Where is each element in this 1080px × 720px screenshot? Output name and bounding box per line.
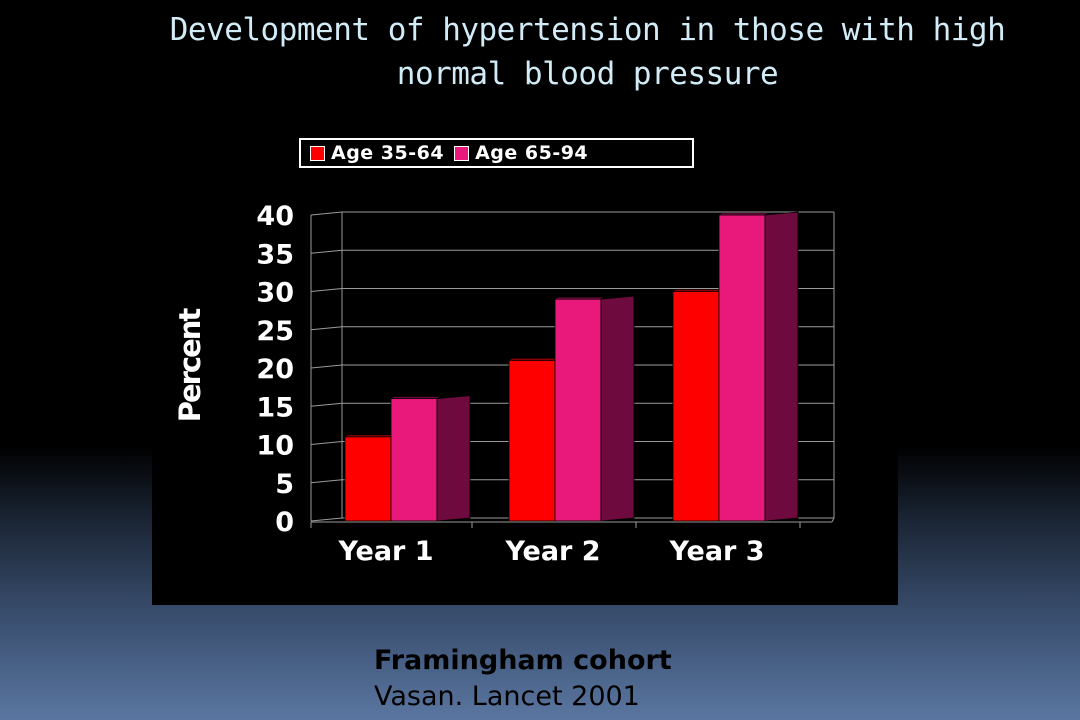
slide-title-line-1: Development of hypertension in those wit… <box>169 12 1006 48</box>
bar <box>508 359 556 522</box>
y-tick-label: 30 <box>256 278 294 309</box>
y-tick-label: 40 <box>256 201 294 232</box>
bar-side <box>764 211 799 522</box>
source-citation: Vasan. Lancet 2001 <box>374 681 640 712</box>
source-block: Framingham cohort Vasan. Lancet 2001 <box>374 643 672 715</box>
legend-item-series-1: Age 35-64 <box>310 142 444 164</box>
slide-title: Development of hypertension in those wit… <box>95 8 1080 96</box>
source-title: Framingham cohort <box>374 645 672 676</box>
y-tick-label: 0 <box>275 507 294 538</box>
x-tick-label: Year 3 <box>668 536 764 567</box>
y-tick-label: 20 <box>256 354 294 385</box>
legend-label-series-1: Age 35-64 <box>331 142 445 164</box>
y-tick-label: 10 <box>256 431 294 462</box>
slide-title-line-2: normal blood pressure <box>396 56 779 92</box>
y-tick-label: 5 <box>275 469 294 500</box>
bar-top <box>554 296 605 300</box>
floor-side-edge <box>831 517 835 523</box>
legend-swatch-series-1 <box>310 145 325 161</box>
y-tick-label: 35 <box>256 239 294 270</box>
gridline-depth <box>310 211 343 216</box>
gridline-depth <box>310 402 343 407</box>
x-tick-label: Year 1 <box>337 536 433 567</box>
bar-top <box>390 396 441 399</box>
gridline-depth <box>310 517 343 522</box>
gridline-depth <box>310 249 343 254</box>
x-tick-label: Year 2 <box>504 536 600 567</box>
bar-side <box>436 395 471 522</box>
bar <box>390 398 438 522</box>
gridline-depth <box>310 479 343 484</box>
bar <box>672 291 720 522</box>
bar-top <box>718 212 769 216</box>
legend-swatch-series-2 <box>454 145 470 161</box>
gridline-depth <box>310 326 343 331</box>
bar <box>718 214 766 522</box>
legend-label-series-2: Age 65-94 <box>475 142 589 164</box>
gridline-depth <box>310 288 343 292</box>
legend-item-series-2: Age 65-94 <box>454 142 588 164</box>
bar-chart: 0 5 10 15 20 25 30 35 40 Year 1 Year 2 Year 3 <box>256 201 835 567</box>
gridline-depth <box>310 364 343 369</box>
y-tick-label: 25 <box>256 316 294 347</box>
bar-top <box>508 358 559 361</box>
bar <box>554 298 602 522</box>
y-tick-label: 15 <box>256 392 294 423</box>
bar-top <box>344 434 395 438</box>
bar-top <box>672 289 723 292</box>
bar-side <box>600 295 635 522</box>
chart-panel: Age 35-64 Age 65-94 Percent 0 5 10 15 20 25 30… <box>152 118 898 605</box>
chart-legend: Age 35-64 Age 65-94 <box>299 138 694 168</box>
bar <box>344 436 392 522</box>
gridline-depth <box>310 441 343 445</box>
